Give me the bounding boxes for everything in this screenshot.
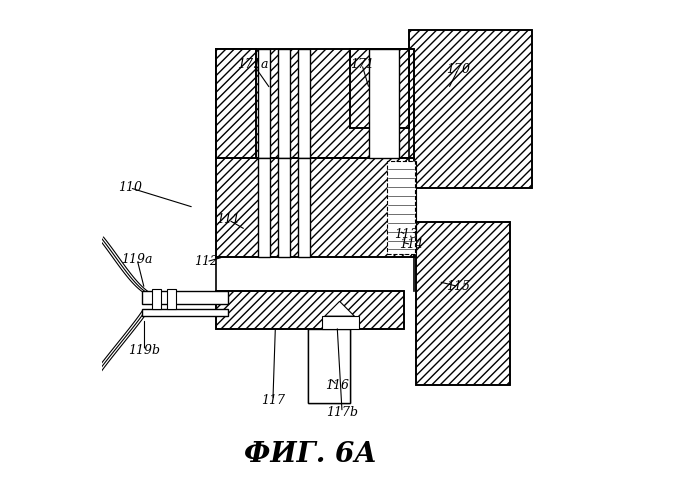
Bar [216, 158, 414, 257]
Text: 119b: 119b [129, 344, 161, 357]
Bar [409, 30, 532, 188]
Bar [258, 49, 271, 158]
Bar [216, 158, 414, 257]
Bar [350, 49, 409, 128]
Text: 114: 114 [399, 238, 424, 251]
Text: 171: 171 [350, 58, 374, 71]
Text: 116: 116 [325, 379, 349, 392]
Bar [387, 161, 415, 254]
Bar [216, 49, 414, 158]
Bar [298, 49, 310, 158]
Bar [409, 30, 532, 188]
Bar [216, 291, 404, 329]
Bar [216, 49, 414, 158]
Text: 115: 115 [446, 280, 470, 293]
Bar [216, 49, 256, 158]
Text: 119a: 119a [122, 253, 153, 266]
Text: 110: 110 [117, 181, 142, 194]
Bar [416, 222, 510, 385]
Bar [308, 329, 350, 403]
Polygon shape [325, 301, 354, 316]
Text: ФИГ. 6А: ФИГ. 6А [243, 441, 377, 468]
Bar [414, 161, 416, 254]
Bar [216, 49, 256, 158]
Text: 111: 111 [217, 213, 240, 226]
Bar [369, 49, 399, 158]
Bar [350, 49, 409, 128]
Text: 117b: 117b [326, 406, 358, 419]
Bar [278, 158, 290, 257]
Text: 171a: 171a [238, 58, 269, 71]
Bar [142, 309, 229, 316]
Text: 170: 170 [446, 63, 470, 76]
Bar [258, 158, 271, 257]
Bar [152, 289, 161, 309]
Text: 112: 112 [194, 255, 218, 268]
Text: 117: 117 [261, 394, 285, 407]
Text: 113: 113 [394, 228, 418, 241]
Bar [142, 291, 229, 304]
Bar [308, 329, 350, 403]
Bar [167, 289, 175, 309]
Bar [278, 49, 290, 158]
Bar [322, 316, 359, 329]
Bar [216, 291, 404, 329]
Bar [416, 222, 510, 385]
Bar [298, 158, 310, 257]
